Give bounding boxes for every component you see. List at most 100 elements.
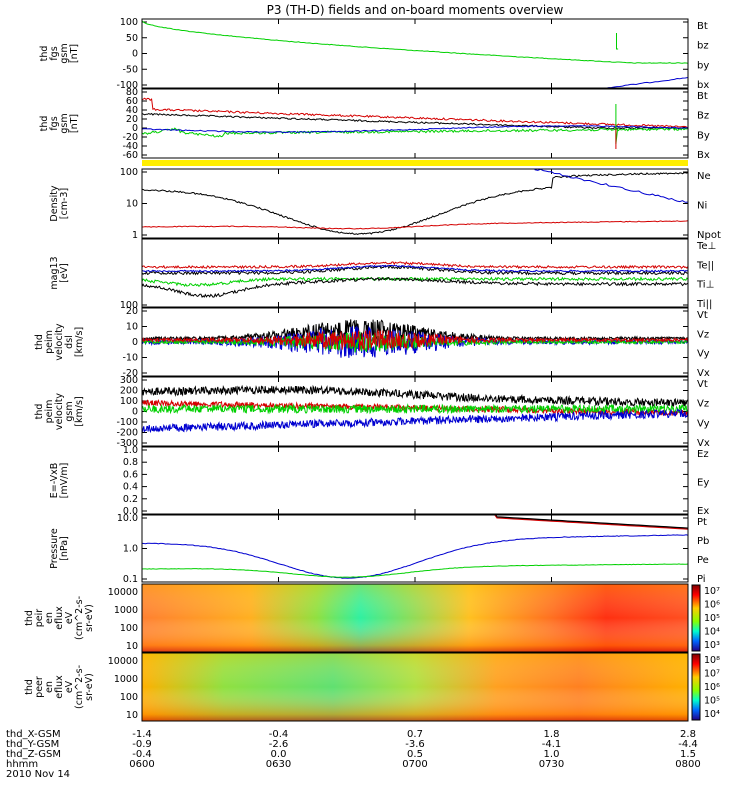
- panel-border: [141, 514, 689, 583]
- footer-value: -0.9: [132, 739, 152, 750]
- y-tick-label: 100: [120, 396, 138, 407]
- footer-value: 2.8: [680, 729, 696, 740]
- footer-row-label: thd_Z-GSM: [6, 749, 61, 760]
- footer-value: 0730: [539, 759, 564, 770]
- footer-value: 0630: [266, 759, 291, 770]
- colorbar-label: 10⁸: [704, 655, 720, 666]
- legend-ti⊥: Ti⊥: [696, 280, 714, 291]
- plot-title: P3 (TH-D) fields and on-board moments ov…: [267, 3, 564, 17]
- legend-ex: Ex: [697, 506, 709, 517]
- y-axis-label: [nT]: [69, 44, 80, 63]
- legend-vx: Vx: [697, 438, 710, 449]
- panel-content: [142, 19, 688, 88]
- panel-1: 100 50 0 -50 -100 thd fgs gsm [nT] Bt bz by bx: [39, 17, 709, 91]
- y-tick-label: 0.1: [123, 574, 138, 585]
- y-axis-label: peer: [34, 676, 45, 698]
- series-pi: [142, 534, 688, 579]
- y-axis-label: [nT]: [69, 114, 80, 133]
- spectrogram-shade: [142, 653, 688, 721]
- y-tick-label: -50: [122, 64, 138, 75]
- series-vy: [142, 331, 688, 353]
- legend-bt: Bt: [697, 21, 708, 32]
- y-tick-label: 10000: [108, 587, 138, 598]
- legend-pi: Pi: [697, 574, 706, 585]
- y-tick-label: 0.8: [123, 457, 138, 468]
- y-tick-label: 1.0: [123, 544, 138, 555]
- y-tick-label: -300: [116, 438, 138, 449]
- y-tick-label: 0: [132, 337, 138, 348]
- y-axis-label: peim: [44, 400, 55, 424]
- legend-ey: Ey: [697, 478, 709, 489]
- y-tick-label: -100: [116, 80, 138, 91]
- y-tick-label: 100: [120, 692, 138, 703]
- y-axis-label: [eV]: [59, 263, 70, 283]
- legend-bt: Bt: [697, 91, 708, 102]
- by-spike: [616, 33, 619, 50]
- y-tick-label: 40: [126, 105, 138, 116]
- colorbar-label: 10⁷: [704, 669, 720, 680]
- y-axis-label: eflux: [54, 606, 65, 630]
- panel-5: 20 10 0 -10 -20 thd peim velocity dsl [km/s] Vt Vz V…: [34, 306, 710, 379]
- y-tick-label: 20: [126, 114, 138, 125]
- y-tick-label: 100: [120, 300, 138, 311]
- footer-value: 0.5: [407, 749, 423, 760]
- y-tick-label: -200: [116, 428, 138, 439]
- series-ni: [142, 172, 688, 235]
- panel-border: [141, 307, 689, 377]
- y-tick-label: 10: [126, 199, 138, 210]
- panel-10: 10000 1000 100 10 thd peer en eflux eV (cm^2-s-sr…: [24, 652, 720, 722]
- y-axis-label: en: [44, 612, 55, 624]
- legend-vz: Vz: [697, 399, 709, 410]
- colorbar-label: 10⁶: [704, 682, 720, 693]
- y-axis-label: gsm: [59, 113, 70, 133]
- y-axis-label: dsl: [64, 335, 75, 349]
- y-tick-label: 100: [120, 17, 138, 28]
- y-axis-label: gsm: [59, 43, 70, 63]
- colorbar-label: 10⁴: [704, 627, 720, 638]
- colorbar-label: 10⁴: [704, 709, 720, 720]
- y-axis-label: eflux: [54, 675, 65, 699]
- footer-value: 1.0: [544, 749, 560, 760]
- y-axis-label: peir: [34, 609, 45, 628]
- legend-npot: Npot: [697, 230, 721, 241]
- series-vy: [142, 403, 688, 415]
- y-tick-label: 60: [126, 96, 138, 107]
- y-axis-label: [km/s]: [74, 327, 85, 357]
- y-axis-label: E=-VxB: [49, 463, 60, 498]
- y-axis-label: fgs: [49, 116, 60, 130]
- colorbar-label: 10³: [704, 640, 720, 651]
- legend-te||: Te||: [696, 260, 714, 271]
- y-tick-label: 80: [126, 87, 138, 98]
- series-te-low: [142, 276, 688, 299]
- panel-content: [142, 584, 688, 652]
- legend-pe: Pe: [697, 555, 709, 566]
- spectrogram-shade: [142, 584, 688, 652]
- colorbar: [691, 653, 701, 721]
- y-axis-label: Pressure: [49, 528, 60, 569]
- y-axis-label: eV: [64, 611, 75, 624]
- y-tick-label: 10.0: [117, 513, 138, 524]
- y-tick-label: 10000: [108, 656, 138, 667]
- footer-value: -2.6: [269, 739, 289, 750]
- legend-by: by: [697, 60, 709, 71]
- legend-vz: Vz: [697, 329, 709, 340]
- footer-value: -4.4: [678, 739, 698, 750]
- y-tick-label: 1000: [114, 674, 138, 685]
- panel-border: [141, 446, 689, 515]
- y-axis-label: [cm-3]: [59, 188, 70, 219]
- footer-row-label: thd_X-GSM: [6, 729, 61, 740]
- series-bx: [142, 124, 688, 134]
- panel-content: [142, 97, 688, 149]
- panel-content: [142, 319, 688, 358]
- y-tick-label: 0.2: [123, 494, 138, 505]
- footer-value: 0600: [129, 759, 154, 770]
- colorbar-label: 10⁶: [704, 600, 720, 611]
- panel-3: 100 10 1 Density [cm-3] Ne Ni Npot: [49, 167, 721, 241]
- colorbar: [691, 584, 701, 652]
- y-axis-label: thd: [39, 46, 50, 62]
- y-axis-label: eV: [64, 680, 75, 693]
